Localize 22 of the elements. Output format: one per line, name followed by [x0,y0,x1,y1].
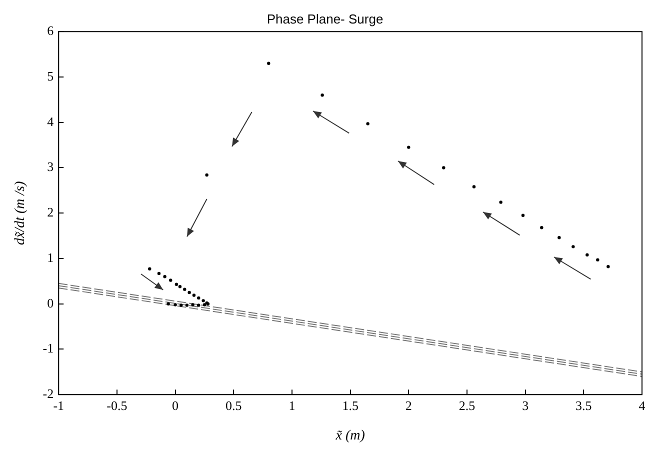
y-axis-title: dx̃/dt (m /s) [13,180,28,245]
x-tick-label: 0 [172,398,179,413]
x-tick-label: 4 [638,398,646,413]
x-tick-label: 0.5 [226,398,242,413]
y-tick-label: -1 [42,340,54,356]
y-tick-label: 0 [47,295,54,310]
x-tick-label: 2.5 [458,398,476,413]
y-tick-label: 2 [47,204,54,220]
x-tick-label: 1.5 [342,398,358,413]
x-tick-label: -0.5 [106,398,128,413]
y-tick-label: 3 [47,159,54,174]
x-tick-label: 3 [522,398,529,413]
x-tick-label: 3.5 [576,398,592,413]
x-tick-label: 2 [405,398,412,413]
x-axis-title: x̃ (m) [334,428,366,444]
y-tick-label: 1 [47,250,54,265]
chart-title: Phase Plane- Surge [266,11,384,26]
y-tick-label: -2 [42,386,54,402]
y-tick-label: 5 [47,68,54,84]
y-tick-label: 4 [47,114,54,129]
x-tick-label: 1 [288,398,296,413]
y-tick-label: 6 [47,23,54,38]
